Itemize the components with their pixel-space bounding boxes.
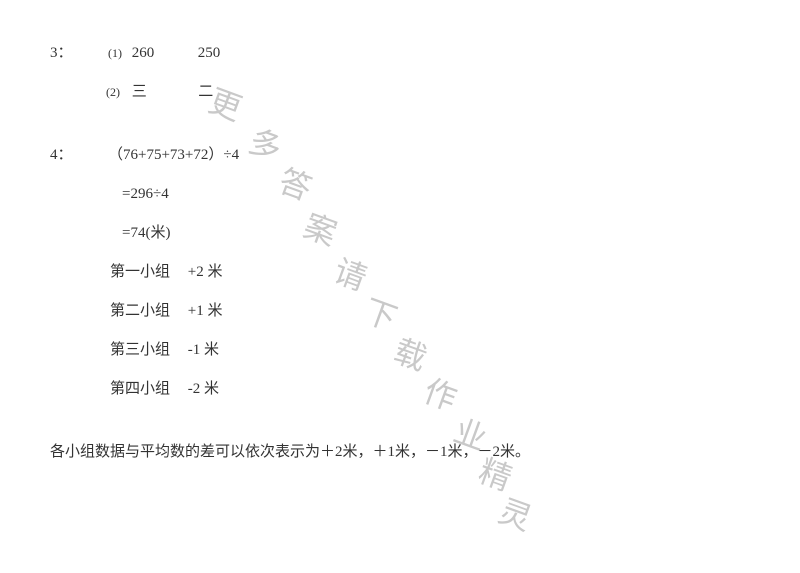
q4-label: 4： (50, 147, 73, 163)
q3-label: 3： (50, 45, 73, 61)
q3-line1: 3： (1) 260 250 (50, 40, 750, 67)
q4-line1: 4： （76+75+73+72）÷4 (50, 142, 750, 169)
q3-sub2-num: (2) (106, 85, 120, 99)
q4-group3: 第三小组 -1 米 (50, 337, 750, 364)
q4-group4: 第四小组 -2 米 (50, 376, 750, 403)
q3-sub1-val1: 260 (132, 45, 155, 61)
q4-step1: =296÷4 (50, 181, 750, 208)
q3-sub1-val2: 250 (198, 45, 221, 61)
q3-sub2-val2: 二 (198, 84, 213, 100)
q4-step2: =74(米) (50, 220, 750, 247)
summary-line: 各小组数据与平均数的差可以依次表示为＋2米，＋1米，－1米，－2米。 (50, 439, 750, 466)
q4-group2: 第二小组 +1 米 (50, 298, 750, 325)
wm-char: 灵 (493, 486, 539, 540)
document-content: 3： (1) 260 250 (2) 三 二 4： （76+75+73+72）÷… (50, 40, 750, 466)
summary-text: 各小组数据与平均数的差可以依次表示为＋2米，＋1米，－1米，－2米。 (50, 444, 530, 460)
q3-line2: (2) 三 二 (50, 79, 750, 106)
q3-sub2-val1: 三 (132, 84, 147, 100)
q3-sub1-num: (1) (108, 46, 122, 60)
q4-expr: （76+75+73+72）÷4 (108, 147, 239, 163)
q4-group1: 第一小组 +2 米 (50, 259, 750, 286)
